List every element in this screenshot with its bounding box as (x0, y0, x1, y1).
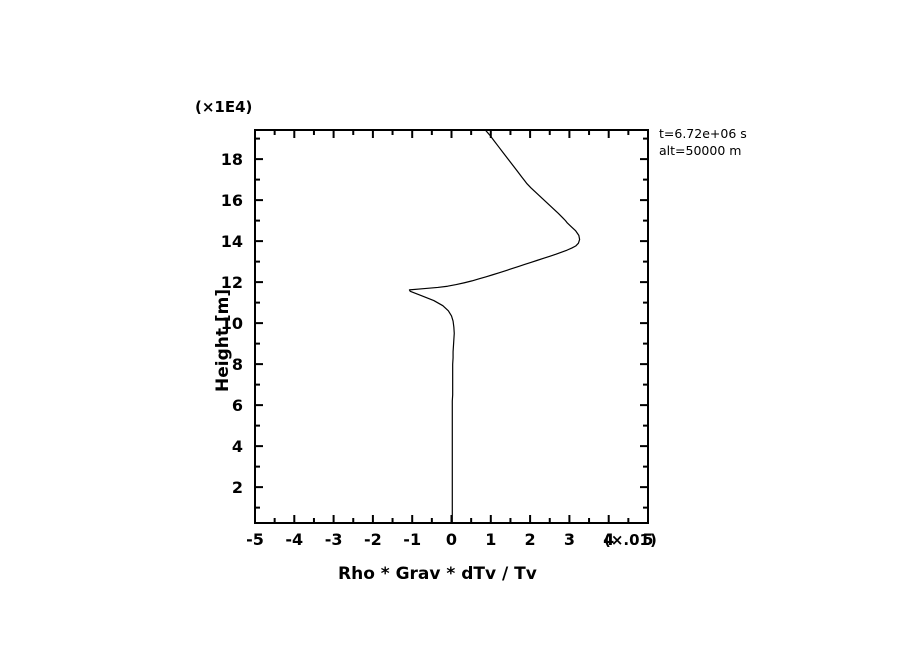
x-tick-label: 0 (446, 530, 457, 549)
y-tick-label: 2 (232, 478, 243, 497)
y-tick-label: 18 (221, 150, 243, 169)
y-tick-label: 6 (232, 396, 243, 415)
x-tick-label: -3 (325, 530, 343, 549)
data-line (408, 129, 581, 524)
x-tick-label: -1 (403, 530, 421, 549)
x-axis-multiplier-label: (×.01) (604, 531, 657, 549)
x-tick-label: -2 (364, 530, 382, 549)
x-axis-title: Rho * Grav * dTv / Tv (338, 564, 537, 584)
annotation-altitude: alt=50000 m (659, 143, 742, 158)
axes-frame (254, 129, 649, 524)
annotation-time: t=6.72e+06 s (659, 126, 747, 141)
x-tick-label: 4 (603, 530, 614, 549)
y-tick-label: 14 (221, 232, 243, 251)
y-tick-label: 12 (221, 273, 243, 292)
y-axis-multiplier-label: (×1E4) (195, 98, 253, 116)
x-tick-label: 1 (485, 530, 496, 549)
axes-group (254, 129, 649, 524)
y-tick-label: 8 (232, 355, 243, 374)
x-tick-label: -4 (285, 530, 303, 549)
x-tick-label: 5 (642, 530, 653, 549)
x-tick-label: 3 (564, 530, 575, 549)
x-tick-label: -5 (246, 530, 264, 549)
data-series-group (408, 129, 581, 524)
y-axis-title: Height [m] (213, 288, 233, 392)
y-tick-label: 10 (221, 314, 243, 333)
y-tick-label: 4 (232, 437, 243, 456)
x-tick-label: 2 (525, 530, 536, 549)
y-tick-label: 16 (221, 191, 243, 210)
